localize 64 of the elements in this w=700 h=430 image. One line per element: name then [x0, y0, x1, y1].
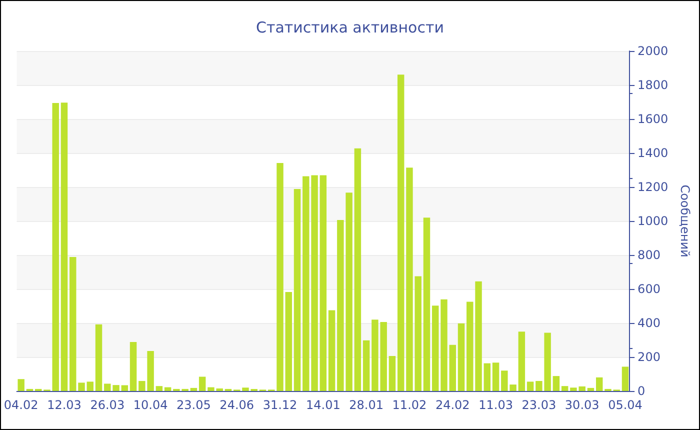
bar: [242, 388, 249, 391]
x-tick-label: 23.03: [522, 398, 556, 412]
y-tick-label: 1400: [638, 146, 668, 160]
bar: [294, 189, 301, 391]
bar: [276, 163, 284, 391]
bar: [397, 74, 404, 391]
x-tick-label: 24.02: [435, 398, 470, 412]
bar: [130, 342, 137, 391]
bar: [190, 388, 198, 391]
bar: [561, 386, 568, 391]
x-tick-label: 14.01: [306, 398, 340, 412]
y-tick-label: 400: [638, 316, 660, 330]
bar: [518, 332, 526, 391]
x-tick-label: 12.03: [47, 398, 82, 412]
bar: [70, 257, 76, 391]
bar: [86, 382, 94, 391]
y-tick-label: 200: [638, 350, 660, 364]
bar: [164, 387, 172, 391]
bar: [60, 102, 68, 391]
y-tick-label: 600: [638, 282, 660, 296]
y-tick-label: 1200: [638, 180, 668, 194]
y-tick-label: 1800: [638, 78, 668, 92]
x-tick-label: 26.03: [90, 398, 125, 412]
x-tick-label: 05.04: [608, 398, 642, 412]
y-tick-label: 1600: [638, 112, 668, 126]
bar: [362, 340, 370, 391]
x-tick-label: 04.02: [4, 398, 38, 412]
bar: [121, 385, 128, 391]
bar: [492, 362, 500, 391]
y-axis-title: Сообщений: [678, 184, 692, 258]
bar: [198, 376, 206, 391]
y-tick-label: 0: [638, 384, 646, 398]
bar: [423, 218, 430, 391]
bar: [354, 148, 362, 391]
bar: [320, 175, 327, 391]
x-tick-label: 11.02: [392, 398, 427, 412]
x-tick-label: 30.03: [564, 398, 600, 412]
x-tick-label: 11.03: [478, 398, 513, 412]
bar: [484, 363, 491, 391]
bar: [95, 324, 102, 391]
bar: [440, 299, 448, 391]
bar: [587, 388, 594, 391]
bar: [432, 306, 439, 391]
x-tick-label: 28.01: [349, 398, 384, 412]
bar: [458, 323, 465, 391]
bar: [449, 344, 456, 391]
y-tick-label: 800: [638, 248, 660, 262]
bar: [78, 382, 85, 391]
bar: [526, 382, 534, 391]
y-tick-label: 2000: [638, 44, 668, 58]
bar: [596, 377, 603, 391]
bar: [552, 376, 560, 391]
bar: [328, 310, 336, 391]
bar: [156, 386, 163, 391]
x-tick-label: 24.06: [220, 398, 254, 412]
bar: [18, 379, 24, 391]
chart-title: Статистика активности: [256, 18, 444, 36]
x-tick-label: 23.05: [176, 398, 211, 412]
x-tick-label: 31.12: [262, 398, 298, 412]
bar: [388, 356, 396, 391]
bar: [285, 292, 292, 391]
y-tick-label: 1000: [638, 214, 668, 228]
x-tick-label: 10.04: [133, 398, 168, 412]
bar: [622, 366, 629, 391]
